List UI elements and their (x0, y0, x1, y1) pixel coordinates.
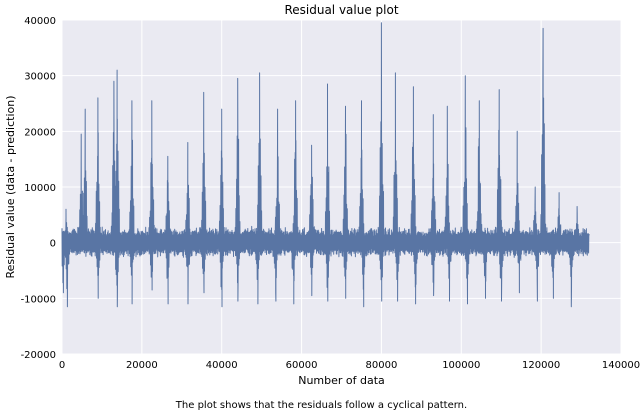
caption-text: The plot shows that the residuals follow… (175, 400, 468, 411)
x-tick-label: 20000 (126, 360, 158, 371)
y-tick-label: 10000 (24, 183, 56, 194)
x-tick-label: 80000 (366, 360, 398, 371)
x-axis-ticks: 0 20000 40000 60000 80000 100000 120000 140000 (59, 360, 640, 371)
y-tick-label: 30000 (24, 72, 56, 83)
y-axis-ticks: -20000 -10000 0 10000 20000 30000 40000 (21, 16, 56, 361)
x-tick-label: 140000 (602, 360, 640, 371)
y-tick-label: 20000 (24, 127, 56, 138)
y-tick-label: 0 (50, 239, 56, 250)
chart-title: Residual value plot (284, 3, 398, 17)
y-axis-label: Residual value (data - prediction) (4, 95, 17, 278)
x-tick-label: 120000 (522, 360, 560, 371)
y-tick-label: 40000 (24, 16, 56, 27)
x-tick-label: 40000 (206, 360, 238, 371)
y-tick-label: -20000 (21, 350, 56, 361)
x-axis-label: Number of data (298, 374, 385, 387)
x-tick-label: 60000 (286, 360, 318, 371)
x-tick-label: 0 (59, 360, 65, 371)
residual-line-chart: 0 20000 40000 60000 80000 100000 120000 140000 … (4, 3, 640, 387)
x-tick-label: 100000 (442, 360, 480, 371)
y-tick-label: -10000 (21, 294, 56, 305)
residual-series-line (61, 22, 590, 308)
